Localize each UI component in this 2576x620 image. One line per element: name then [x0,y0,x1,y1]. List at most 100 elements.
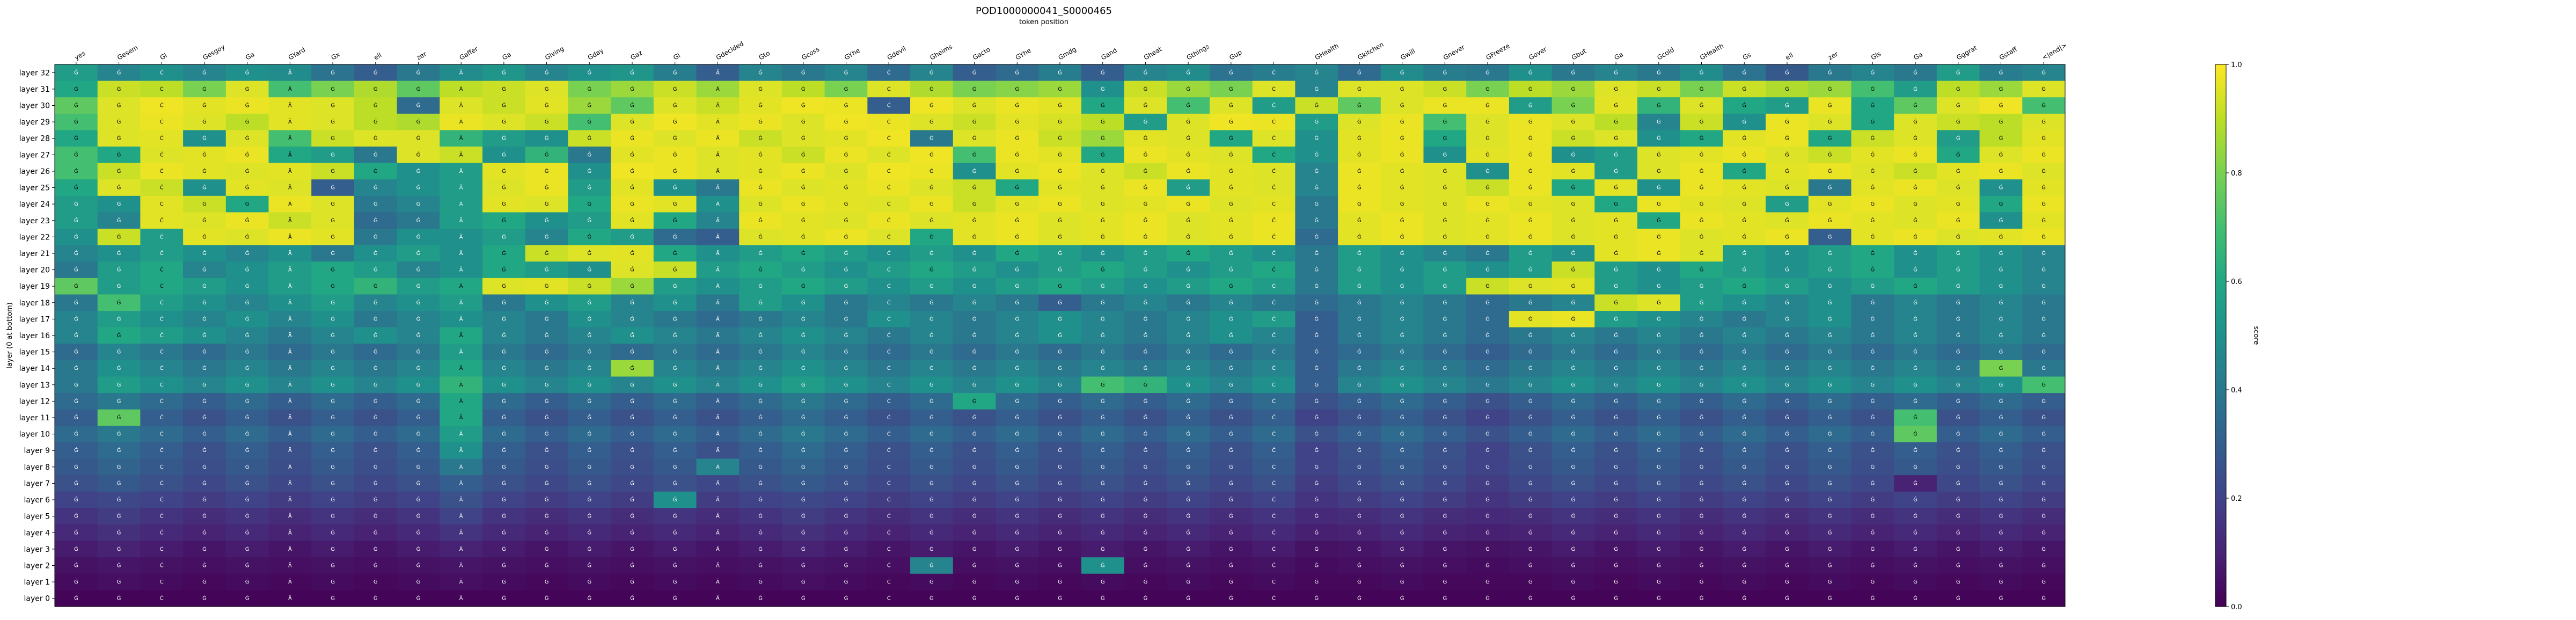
heatmap-cell [1979,245,2023,262]
heatmap-cell [397,130,440,147]
heatmap-cell [1038,195,1082,213]
cell-glyph: Ġ [1229,102,1233,109]
heatmap-cell [1894,163,1937,180]
cell-glyph: Ġ [1314,135,1319,142]
heatmap-cell [953,97,996,114]
heatmap-cell [781,393,825,410]
cell-glyph: Ġ [1485,414,1490,421]
cell-glyph: Ġ [673,315,677,322]
heatmap-cell [1851,541,1894,558]
heatmap-cell [953,491,996,508]
cell-glyph: Ġ [1828,595,1832,602]
cell-glyph: Ġ [1101,85,1105,92]
cell-glyph: Ċ [1272,250,1276,257]
cell-glyph: Ġ [117,69,121,76]
heatmap-cell [1509,163,1553,180]
heatmap-cell [611,590,654,607]
heatmap-cell [482,557,526,574]
heatmap-cell [739,376,782,393]
cell-glyph: Ġ [1400,479,1404,486]
cell-glyph: Ä [288,135,292,142]
cell-glyph: Ġ [630,463,634,470]
heatmap-cell [97,113,141,130]
cell-glyph: Ġ [844,529,848,536]
cell-glyph: Ġ [1742,266,1746,273]
cell-glyph: Ġ [1870,135,1875,142]
heatmap-cell [867,458,911,476]
heatmap-cell [1594,64,1638,82]
heatmap-cell [611,573,654,590]
heatmap-cell [568,261,611,279]
heatmap-cell [1252,179,1296,196]
colorbar [2215,64,2227,607]
cell-glyph: Ġ [1999,479,2003,486]
cell-glyph: Ġ [416,529,421,536]
heatmap-cell [268,64,312,82]
cell-glyph: Ġ [1528,529,1533,536]
cell-glyph: Ġ [245,529,250,536]
cell-glyph: Ġ [1614,496,1618,503]
cell-glyph: Ġ [930,233,934,240]
cell-glyph: Ġ [374,69,378,76]
cell-glyph: Ġ [74,463,78,470]
heatmap-cell [183,376,226,393]
heatmap-cell [867,294,911,311]
cell-glyph: Ċ [887,299,891,306]
y-tick-label: layer 10 [19,431,50,439]
cell-glyph: Ġ [1742,447,1746,454]
heatmap-cell [1851,508,1894,525]
x-tick-label: Gis [1870,50,1882,62]
cell-glyph: Ġ [545,135,549,142]
heatmap-cell [1680,311,1723,328]
heatmap-cell [1466,475,1510,492]
heatmap-cell [1252,475,1296,492]
cell-glyph: Ġ [758,496,763,503]
cell-glyph: Ġ [1229,561,1233,568]
heatmap-cell [311,81,355,98]
cell-glyph: Ġ [416,151,421,158]
heatmap-cell [1723,557,1766,574]
heatmap-cell [482,524,526,542]
cell-glyph: Ġ [801,167,806,174]
heatmap-cell [1038,475,1082,492]
heatmap-cell [525,229,568,246]
heatmap-cell [1038,245,1082,262]
heatmap-cell [1552,311,1595,328]
cell-glyph: Ġ [74,348,78,355]
cell-glyph: Ġ [331,431,335,437]
heatmap-cell [268,113,312,130]
heatmap-cell [1124,508,1167,525]
cell-glyph: Ä [716,463,720,470]
heatmap-cell [1209,212,1253,229]
heatmap-cell [781,64,825,82]
heatmap-cell [1552,360,1595,377]
heatmap-cell [440,245,483,262]
cell-glyph: Ġ [1913,496,1918,503]
heatmap-cell [140,195,184,213]
heatmap-cell [824,557,868,574]
heatmap-cell [568,327,611,344]
cell-glyph: Ġ [545,217,549,224]
heatmap-cell [824,245,868,262]
heatmap-cell [1766,64,1809,82]
cell-glyph: Ġ [1571,578,1576,585]
cell-glyph: Ġ [587,348,591,355]
heatmap-cell [1081,458,1125,476]
cell-glyph: Ġ [801,414,806,421]
heatmap-cell [1552,113,1595,130]
cell-glyph: Ġ [1101,431,1105,437]
cell-glyph: Ċ [887,513,891,520]
cell-glyph: Ġ [1571,595,1576,602]
cell-glyph: Ġ [1742,299,1746,306]
cell-glyph: Ġ [930,332,934,339]
heatmap-cell [525,557,568,574]
cell-glyph: Ġ [1485,348,1490,355]
heatmap-cell [1038,344,1082,361]
heatmap-cell [225,97,269,114]
heatmap-cell [1680,426,1723,443]
heatmap-cell [1295,426,1338,443]
y-tick-label: layer 2 [24,561,50,570]
cell-glyph: Ġ [1144,69,1148,76]
heatmap-cell [482,409,526,426]
heatmap-cell [440,179,483,196]
